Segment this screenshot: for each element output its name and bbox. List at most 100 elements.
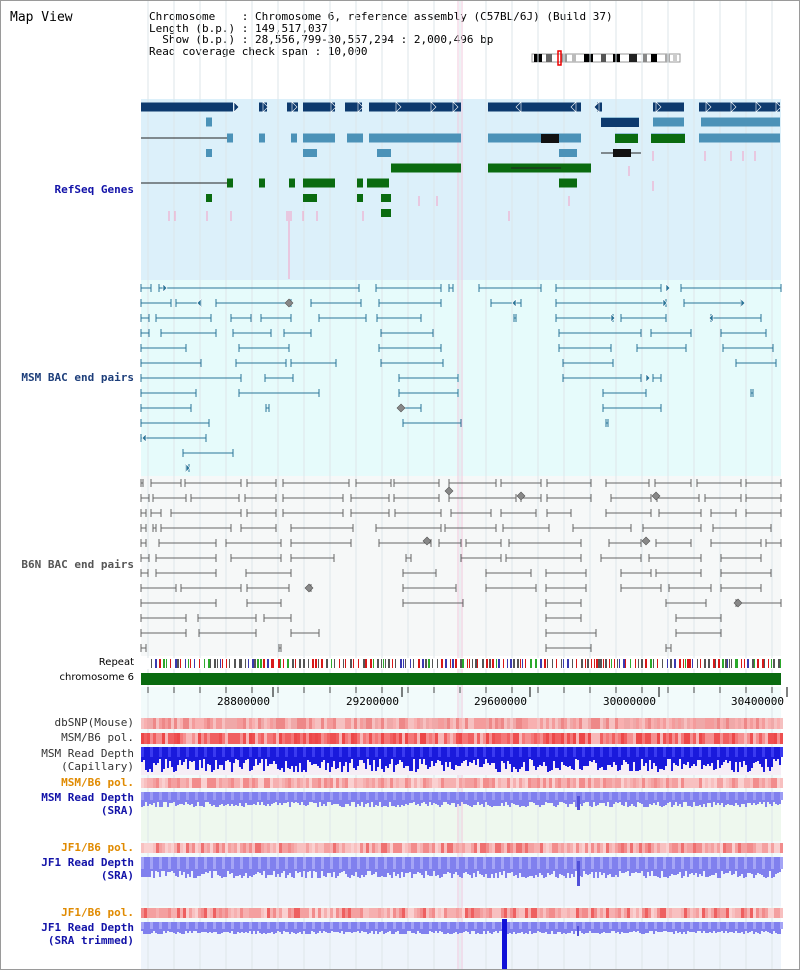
jf1-read-depth-trimmed-bar xyxy=(327,922,329,933)
dbsnp-strip-cell xyxy=(186,718,189,729)
msm-b6-pol-strip-cell xyxy=(474,733,477,744)
jf1-b6-pol-trim-strip-cell xyxy=(483,908,486,918)
msm-read-depth-sra-bar xyxy=(667,792,669,803)
dbsnp-strip-cell xyxy=(411,718,414,729)
jf1-b6-pol-trim-strip-cell xyxy=(624,908,627,918)
msm-b6-pol-strip-cell xyxy=(606,733,609,744)
track-label-dbsnp: dbSNP(Mouse) xyxy=(54,716,134,729)
jf1-b6-pol-trim-strip-cell xyxy=(279,908,282,918)
msm-b6-pol-sra-strip-cell xyxy=(255,778,258,788)
jf1-read-depth-sra-bar xyxy=(235,857,237,876)
msm-read-depth-capillary-bar xyxy=(417,747,419,769)
jf1-read-depth-trimmed-bar xyxy=(777,922,779,934)
msm-b6-pol-strip-cell xyxy=(510,733,513,744)
dbsnp-strip-cell xyxy=(378,718,381,729)
msm-read-depth-capillary-bar xyxy=(147,747,149,772)
msm-b6-pol-strip-cell xyxy=(195,733,198,744)
jf1-read-depth-sra-bar xyxy=(523,857,525,877)
msm-b6-pol-sra-strip-cell xyxy=(471,778,474,788)
msm-b6-pol-sra-strip-cell xyxy=(492,778,495,788)
jf1-read-depth-trimmed-bar-shade xyxy=(204,922,207,929)
jf1-b6-pol-trim-strip-cell xyxy=(345,908,348,918)
gene-exon xyxy=(357,178,363,188)
jf1-b6-pol-trim-strip-cell xyxy=(519,908,522,918)
dbsnp-strip-cell xyxy=(459,718,462,729)
jf1-read-depth-sra-bar xyxy=(301,857,303,877)
dbsnp-strip-cell xyxy=(630,718,633,729)
jf1-b6-pol-trim-strip-cell xyxy=(765,908,768,918)
msm-b6-pol-strip-cell xyxy=(480,733,483,744)
dbsnp-strip-cell xyxy=(504,718,507,729)
jf1-read-depth-sra-bar-shade xyxy=(609,857,612,869)
msm-b6-pol-strip-cell xyxy=(381,733,384,744)
dbsnp-strip-cell xyxy=(642,718,645,729)
msm-read-depth-sra-bar-shade xyxy=(312,792,315,800)
jf1-b6-pol-strip-cell xyxy=(339,843,342,853)
jf1-read-depth-trimmed-bar xyxy=(615,922,617,933)
msm-read-depth-capillary-bar xyxy=(729,747,731,761)
msm-b6-pol-strip-cell xyxy=(465,733,468,744)
jf1-read-depth-sra-bar xyxy=(687,857,689,877)
msm-b6-pol-sra-strip-cell xyxy=(645,778,648,788)
msm-b6-pol-strip-cell xyxy=(774,733,777,744)
msm-read-depth-sra-bar xyxy=(243,792,245,807)
jf1-read-depth-trimmed-bar xyxy=(697,922,699,931)
jf1-read-depth-trimmed-bar xyxy=(425,922,427,934)
jf1-b6-pol-strip-cell xyxy=(714,843,717,853)
jf1-b6-pol-strip-cell xyxy=(474,843,477,853)
repeat-element xyxy=(727,659,728,668)
jf1-read-depth-trimmed-bar xyxy=(661,922,663,932)
msm-b6-pol-strip-cell xyxy=(720,733,723,744)
msm-b6-pol-sra-strip-cell xyxy=(528,778,531,788)
msm-b6-pol-sra-strip-cell xyxy=(153,778,156,788)
dbsnp-strip-cell xyxy=(255,718,258,729)
repeat-element xyxy=(418,659,420,668)
msm-read-depth-sra-bar-shade xyxy=(204,792,207,800)
track-label-msm-bac[interactable]: MSM BAC end pairs xyxy=(21,371,134,384)
msm-b6-pol-strip-cell xyxy=(483,733,486,744)
jf1-read-depth-trimmed-bar-shade xyxy=(465,922,468,929)
msm-read-depth-capillary-bar xyxy=(345,747,347,762)
msm-b6-pol-sra-strip-cell xyxy=(561,778,564,788)
msm-b6-pol-sra-strip-cell xyxy=(345,778,348,788)
track-label-refseq-genes[interactable]: RefSeq Genes xyxy=(54,183,134,196)
jf1-read-depth-trimmed-bar xyxy=(469,922,471,934)
msm-read-depth-capillary-bar-shade xyxy=(483,747,486,757)
jf1-b6-pol-strip-cell xyxy=(576,843,579,853)
dbsnp-strip-cell xyxy=(645,718,648,729)
repeat-element xyxy=(614,659,615,668)
msm-read-depth-capillary-bar xyxy=(619,747,621,770)
msm-b6-pol-strip-cell xyxy=(540,733,543,744)
repeat-element xyxy=(267,659,269,668)
jf1-read-depth-trimmed-bar-shade xyxy=(447,922,450,929)
jf1-read-depth-sra-bar xyxy=(247,857,249,878)
track-label-jf1-read-depth-trimmed: JF1 Read Depth (SRA trimmed) xyxy=(41,921,134,947)
msm-b6-pol-strip-cell xyxy=(276,733,279,744)
jf1-read-depth-sra-bar xyxy=(319,857,321,878)
msm-read-depth-capillary-bar-shade xyxy=(474,747,477,757)
bac-marker xyxy=(396,403,406,413)
jf1-b6-pol-strip-cell xyxy=(669,843,672,853)
jf1-read-depth-trimmed-bar xyxy=(477,922,479,933)
repeat-element xyxy=(522,659,523,668)
msm-b6-pol-strip-cell xyxy=(156,733,159,744)
dbsnp-strip-cell xyxy=(327,718,330,729)
msm-read-depth-capillary-bar xyxy=(381,747,383,769)
msm-read-depth-capillary-bar xyxy=(287,747,289,768)
bac-marker xyxy=(444,486,454,496)
jf1-read-depth-trimmed-bar-shade xyxy=(330,922,333,929)
track-label-b6n-bac[interactable]: B6N BAC end pairs xyxy=(21,558,134,571)
dbsnp-strip-cell xyxy=(231,718,234,729)
jf1-b6-pol-strip-cell xyxy=(357,843,360,853)
msm-read-depth-sra-bar-shade xyxy=(582,792,585,800)
msm-read-depth-sra-bar xyxy=(173,792,175,802)
track-label-msm-b6-pol-sra: MSM/B6 pol. xyxy=(61,776,134,789)
dbsnp-strip-cell xyxy=(483,718,486,729)
gene-exon xyxy=(369,133,461,143)
jf1-b6-pol-strip-cell xyxy=(528,843,531,853)
jf1-b6-pol-trim-strip-cell xyxy=(309,908,312,918)
page-title: Map View xyxy=(10,10,73,25)
jf1-read-depth-trimmed-bar xyxy=(333,922,335,932)
msm-read-depth-sra-bar-shade xyxy=(780,792,783,800)
